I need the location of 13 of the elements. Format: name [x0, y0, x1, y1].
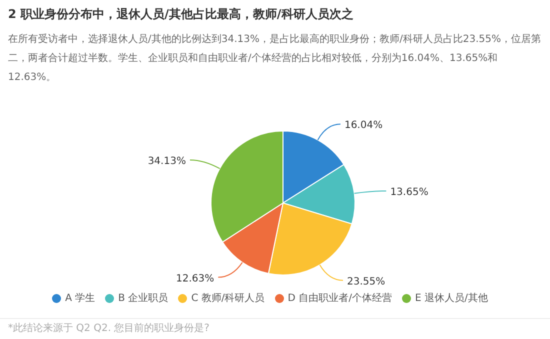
legend-label: E 退休人员/其他 [414, 293, 488, 304]
data-label: 23.55% [346, 276, 386, 288]
text: *此结论来源于 Q2 Q2. 您目前的职业身份是? [8, 322, 210, 335]
chart-subtitle: 在所有受访者中，选择退休人员/其他的比例达到34.13%，是占比最高的职业身份；教师/科研人员占比23.55%，位居第二，两者合计超过半数。学生、企业职员和自由职业者/个体经营的占比相对较低，分别为16.04%、13.65%和12.63%。 [8, 32, 542, 85]
data-label: 16.04% [344, 120, 383, 132]
data-label: 13.65% [390, 186, 428, 198]
legend-label: D 自由职业者/个体经营 [288, 293, 392, 304]
legend-label: A 学生 [65, 293, 96, 304]
legend-label: C 教师/科研人员 [191, 293, 265, 304]
data-label: 34.13% [148, 156, 186, 167]
data-label: 12.63% [176, 273, 214, 284]
legend-label: B 企业职员 [118, 293, 168, 304]
chart-title: 2 职业身份分布中，退休人员/其他占比最高，教师/科研人员次之 [8, 6, 354, 23]
